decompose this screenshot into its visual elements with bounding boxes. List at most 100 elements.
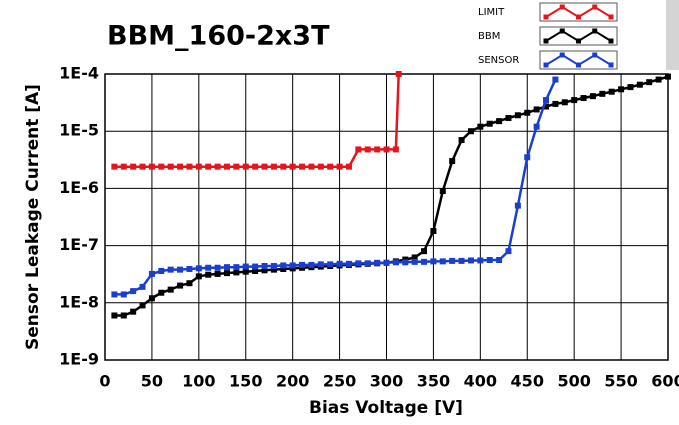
data-point [430, 227, 437, 234]
data-point [158, 163, 165, 170]
data-point [280, 265, 287, 272]
data-point [467, 257, 474, 264]
legend-box [539, 26, 618, 46]
legend-marker [559, 28, 565, 34]
data-point [214, 163, 221, 170]
data-point [130, 308, 137, 315]
data-point [505, 115, 512, 122]
legend-marker [592, 52, 598, 58]
data-point [120, 163, 127, 170]
legend-marker [559, 4, 565, 10]
data-point [261, 267, 268, 274]
data-point [449, 257, 456, 264]
legend-marker [576, 62, 581, 68]
x-tick-label: 0 [99, 372, 110, 391]
data-point [421, 248, 428, 255]
data-point [177, 163, 184, 170]
data-point [374, 146, 381, 153]
y-tick-label: 1E-4 [59, 64, 99, 83]
data-point [608, 88, 615, 95]
data-point [655, 76, 662, 83]
legend-label: BBM [478, 31, 500, 42]
data-point [477, 123, 484, 130]
data-point [449, 158, 456, 165]
data-point [158, 289, 165, 296]
data-point [167, 163, 174, 170]
data-point [139, 302, 146, 309]
data-point [148, 163, 155, 170]
legend-marker [543, 14, 549, 20]
data-point [561, 99, 568, 106]
data-point [439, 258, 446, 265]
legend-box [539, 2, 618, 22]
data-point [270, 266, 277, 273]
data-point [467, 128, 474, 135]
x-tick-label: 500 [557, 372, 590, 391]
y-tick-label: 1E-7 [59, 235, 99, 254]
data-point [364, 260, 371, 267]
data-point [214, 264, 221, 271]
data-point [618, 86, 625, 93]
data-point [571, 97, 578, 104]
data-point [289, 163, 296, 170]
data-point [120, 312, 127, 319]
data-point [261, 262, 268, 269]
data-point [242, 163, 249, 170]
data-point [177, 266, 184, 273]
data-point [195, 273, 202, 280]
data-point [233, 264, 240, 271]
data-point [111, 291, 118, 298]
x-tick-label: 100 [182, 372, 215, 391]
data-point [167, 286, 174, 293]
data-point [627, 84, 634, 91]
data-point [543, 103, 550, 110]
x-tick-label: 450 [511, 372, 544, 391]
side-panel [666, 0, 679, 70]
data-point [599, 90, 606, 97]
data-point [280, 163, 287, 170]
data-point [252, 163, 259, 170]
data-point [111, 163, 118, 170]
legend-marker [543, 62, 549, 68]
data-point [148, 270, 155, 277]
x-tick-label: 50 [141, 372, 163, 391]
legend-marker [608, 14, 614, 20]
data-point [477, 257, 484, 264]
data-point [280, 262, 287, 269]
data-point [148, 295, 155, 302]
legend-box [539, 50, 618, 70]
data-point [299, 261, 306, 268]
legend-marker [592, 4, 598, 10]
data-point [505, 248, 512, 255]
data-point [233, 269, 240, 276]
data-point [345, 163, 352, 170]
data-point [486, 257, 493, 264]
data-point [308, 261, 315, 268]
data-point [552, 76, 559, 83]
data-point [327, 261, 334, 268]
data-point [242, 268, 249, 275]
x-tick-label: 200 [276, 372, 309, 391]
data-point [665, 73, 671, 80]
data-point [336, 163, 343, 170]
data-point [395, 71, 402, 77]
y-tick-label: 1E-5 [59, 121, 99, 140]
data-point [345, 260, 352, 267]
data-point [392, 259, 399, 266]
data-point [130, 163, 137, 170]
legend-marker [592, 28, 598, 34]
chart-title: BBM_160-2x3T [107, 21, 330, 52]
data-point [355, 260, 362, 267]
legend-label: SENSOR [478, 55, 519, 66]
data-point [327, 163, 334, 170]
data-point [355, 146, 362, 153]
data-point [252, 263, 259, 270]
data-point [543, 97, 550, 104]
legend-marker [608, 62, 614, 68]
data-point [496, 257, 503, 264]
data-point [383, 146, 390, 153]
data-point [636, 81, 643, 88]
data-point [223, 163, 230, 170]
data-point [458, 257, 465, 264]
